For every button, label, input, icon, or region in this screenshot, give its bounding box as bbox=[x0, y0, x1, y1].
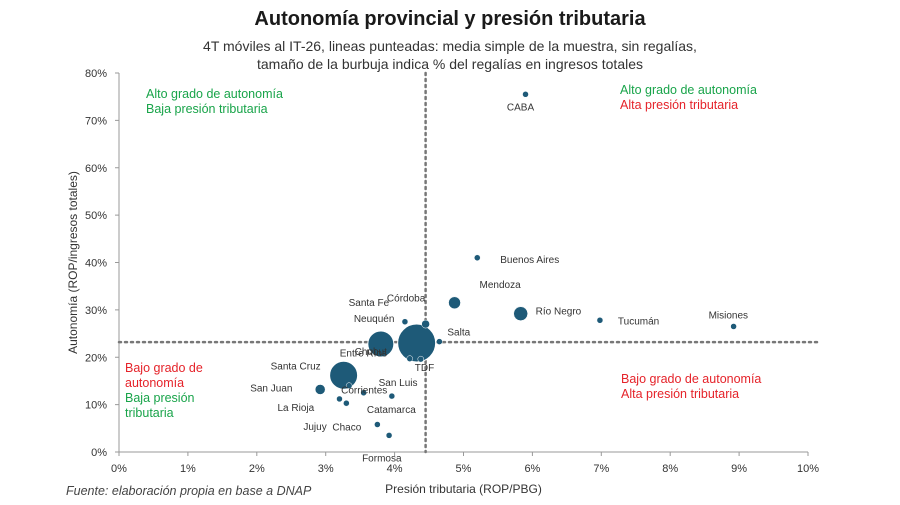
bubble-formosa bbox=[385, 432, 393, 439]
bubble-salta bbox=[436, 338, 443, 345]
point-label-santa-cruz: Santa Cruz bbox=[271, 361, 321, 372]
bubble-san-juan bbox=[314, 384, 326, 395]
quadrant-note-top-left: Alto grado de autonomía bbox=[146, 87, 283, 101]
quadrant-note-bottom-left: Bajo grado de bbox=[125, 361, 203, 375]
point-label-chubut: Chubut bbox=[355, 347, 387, 358]
point-label-corrientes: Corrientes bbox=[341, 386, 387, 397]
bubble-tucumán bbox=[596, 317, 604, 324]
subtitle-line-1: 4T móviles al IT-26, lineas punteadas: m… bbox=[203, 38, 697, 54]
x-tick-label: 8% bbox=[662, 463, 678, 475]
point-label-chaco: Chaco bbox=[332, 423, 361, 434]
quadrant-note-bottom-right: Bajo grado de autonomía bbox=[621, 372, 761, 386]
point-label-santa-fe: Santa Fe bbox=[349, 298, 390, 309]
bubble-río-negro bbox=[513, 306, 528, 321]
source-note: Fuente: elaboración propia en base a DNA… bbox=[66, 484, 312, 498]
bubble-corrientes bbox=[345, 382, 353, 389]
x-tick-label: 9% bbox=[731, 463, 747, 475]
point-label-misiones: Misiones bbox=[709, 310, 748, 321]
bubble-jujuy bbox=[343, 399, 350, 407]
x-tick-label: 7% bbox=[593, 463, 609, 475]
y-tick-label: 80% bbox=[85, 68, 107, 80]
y-tick-label: 60% bbox=[85, 163, 107, 175]
point-label-caba: CABA bbox=[507, 102, 535, 113]
quadrant-note-bottom-left: Baja presión bbox=[125, 391, 195, 405]
point-label-catamarca: Catamarca bbox=[367, 405, 416, 416]
y-tick-label: 0% bbox=[91, 447, 107, 459]
bubble-córdoba bbox=[401, 318, 409, 325]
point-label-mendoza: Mendoza bbox=[480, 280, 522, 291]
x-tick-label: 5% bbox=[456, 463, 472, 475]
bubble-chubut bbox=[397, 323, 437, 363]
x-axis-label: Presión tributaria (ROP/PBG) bbox=[385, 482, 542, 496]
x-tick-label: 6% bbox=[524, 463, 540, 475]
x-tick-label: 1% bbox=[180, 463, 196, 475]
bubble-santa-cruz bbox=[329, 360, 359, 390]
point-label-entre-ríos: Entre Ríos bbox=[340, 349, 387, 360]
chart-subtitle: 4T móviles al IT-26, lineas punteadas: m… bbox=[0, 37, 900, 73]
y-tick-label: 70% bbox=[85, 115, 107, 127]
bubble-chaco bbox=[374, 421, 381, 428]
y-tick-label: 10% bbox=[85, 400, 107, 412]
bubble-misiones bbox=[730, 323, 737, 330]
x-tick-label: 3% bbox=[318, 463, 334, 475]
y-tick-label: 30% bbox=[85, 305, 107, 317]
quadrant-note-top-left: Baja presión tributaria bbox=[146, 102, 268, 116]
bubble-la-rioja bbox=[336, 395, 343, 403]
quadrant-note-bottom-left: autonomía bbox=[125, 376, 184, 390]
point-label-san-luis: San Luis bbox=[379, 378, 418, 389]
bubble-neuquén bbox=[367, 330, 395, 358]
point-label-tucumán: Tucumán bbox=[618, 316, 659, 327]
quadrant-note-top-right: Alta presión tributaria bbox=[620, 98, 738, 112]
bubble-catamarca bbox=[388, 392, 396, 400]
bubble-tdf bbox=[417, 355, 425, 363]
bubble-santa-fe bbox=[421, 319, 430, 329]
y-tick-label: 50% bbox=[85, 210, 107, 222]
y-tick-label: 20% bbox=[85, 352, 107, 364]
bubble-mendoza bbox=[448, 296, 461, 310]
point-label-río-negro: Río Negro bbox=[536, 307, 582, 318]
point-label-la-rioja: La Rioja bbox=[277, 403, 314, 414]
point-label-neuquén: Neuquén bbox=[354, 314, 395, 325]
bubble-san-luis bbox=[360, 389, 367, 397]
y-axis-label: Autonomía (ROP/ingresos totales) bbox=[66, 171, 80, 354]
point-label-salta: Salta bbox=[447, 328, 470, 339]
point-label-tdf: TDF bbox=[415, 363, 434, 374]
point-label-buenos-aires: Buenos Aires bbox=[500, 255, 559, 266]
quadrant-note-bottom-right: Alta presión tributaria bbox=[621, 387, 739, 401]
point-label-jujuy: Jujuy bbox=[303, 422, 326, 433]
quadrant-note-bottom-left: tributaria bbox=[125, 406, 174, 420]
bubble-caba bbox=[522, 91, 529, 98]
point-label-córdoba: Córdoba bbox=[387, 294, 426, 305]
x-tick-label: 4% bbox=[387, 463, 403, 475]
quadrant-note-top-right: Alto grado de autonomía bbox=[620, 83, 757, 97]
x-tick-label: 0% bbox=[111, 463, 127, 475]
point-label-san-juan: San Juan bbox=[250, 383, 292, 394]
y-tick-label: 40% bbox=[85, 258, 107, 270]
bubble-entre-ríos bbox=[406, 355, 414, 362]
chart-title: Autonomía provincial y presión tributari… bbox=[254, 8, 646, 30]
subtitle-line-2: tamaño de la burbuja indica % del regalí… bbox=[256, 56, 644, 72]
point-label-formosa: Formosa bbox=[362, 453, 402, 464]
x-tick-label: 2% bbox=[249, 463, 265, 475]
x-tick-label: 10% bbox=[797, 463, 819, 475]
bubble-buenos-aires bbox=[474, 254, 481, 262]
